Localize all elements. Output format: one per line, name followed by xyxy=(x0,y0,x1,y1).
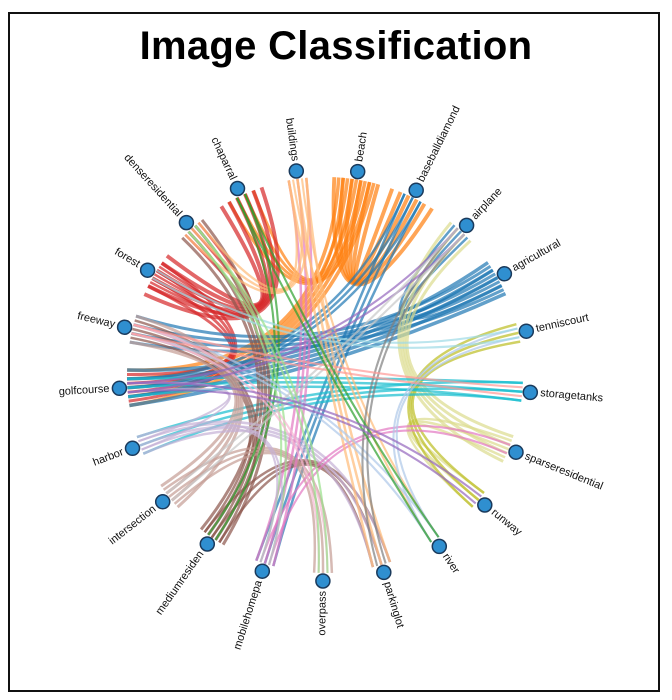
node-intersection[interactable] xyxy=(154,494,171,510)
node-label-buildings: buildings xyxy=(283,117,301,162)
node-label-mobilehomepa: mobilehomepa xyxy=(232,578,266,651)
ribbon-parkinglot-airplane xyxy=(361,227,459,567)
ribbon-harbor-parkinglot xyxy=(142,429,375,568)
node-label-sparseresidential: sparseresidential xyxy=(523,450,605,492)
ribbon-harbor-mobilehomepa xyxy=(138,423,283,566)
node-airplane[interactable] xyxy=(458,217,475,234)
ribbon-runway-tenniscourt xyxy=(409,331,519,501)
node-label-runway: runway xyxy=(489,507,524,539)
node-label-airplane: airplane xyxy=(469,186,505,223)
node-chaparral[interactable] xyxy=(229,180,246,197)
ribbon-mediumresiden-freeway xyxy=(130,336,252,533)
ribbon-tenniscourt-forest xyxy=(156,269,518,344)
node-label-chaparral: chaparral xyxy=(208,135,238,182)
ribbon-river-freeway xyxy=(133,323,440,538)
node-denseresidential[interactable] xyxy=(178,214,195,231)
ribbon-intersection-freeway xyxy=(135,314,244,509)
node-label-baseballdiamond: baseballdiamond xyxy=(415,104,463,184)
ribbon-denseresidential-overpass xyxy=(187,230,320,573)
node-label-intersection: intersection xyxy=(107,503,159,547)
node-label-parkinglot: parkinglot xyxy=(381,580,406,629)
node-freeway[interactable] xyxy=(116,319,133,335)
ribbon-intersection-overpass xyxy=(173,451,317,573)
node-river[interactable] xyxy=(431,538,448,555)
ribbon-golfcourse-runway xyxy=(127,389,477,505)
ribbon-chaparral-river xyxy=(243,193,440,538)
ribbon-freeway-storagetanks xyxy=(131,332,523,398)
ribbon-river-tenniscourt xyxy=(392,327,518,543)
ribbon-sparseresidential-airplane xyxy=(405,239,514,439)
node-overpass[interactable] xyxy=(315,573,331,589)
node-label-tenniscourt: tenniscourt xyxy=(535,312,590,335)
ribbon-harbor-mobilehomepa xyxy=(141,427,279,563)
node-label-freeway: freeway xyxy=(76,310,117,331)
ribbon-beach-baseballdiamond xyxy=(352,183,395,283)
ribbon-golfcourse-airplane xyxy=(127,233,466,394)
node-label-forest: forest xyxy=(112,246,142,270)
node-harbor[interactable] xyxy=(124,440,141,457)
node-agricultural[interactable] xyxy=(496,266,513,282)
ribbon-river-freeway xyxy=(131,332,433,543)
node-mediumresiden[interactable] xyxy=(199,536,216,552)
node-baseballdiamond[interactable] xyxy=(408,182,424,199)
node-golfcourse[interactable] xyxy=(111,380,128,397)
chart-title: Image Classification xyxy=(139,24,533,68)
ribbon-river-tenniscourt xyxy=(395,336,520,538)
node-mobilehomepa[interactable] xyxy=(254,563,271,579)
node-sparseresidential[interactable] xyxy=(508,444,524,460)
node-label-river: river xyxy=(440,551,462,576)
node-label-mediumresiden: mediumresiden xyxy=(154,549,207,618)
node-label-storagetanks: storagetanks xyxy=(540,387,604,404)
node-forest[interactable] xyxy=(139,262,156,278)
ribbon-airplane-intersection xyxy=(171,233,466,502)
ribbon-forest-chaparral xyxy=(165,205,265,308)
ribbon-overpass-freeway xyxy=(133,323,329,574)
ribbon-storagetanks-golfcourse xyxy=(128,385,522,402)
node-label-beach: beach xyxy=(353,131,370,163)
node-runway[interactable] xyxy=(477,497,493,513)
ribbon-golfcourse-runway xyxy=(127,381,482,498)
node-layer xyxy=(111,163,539,589)
node-label-denseresidential: denseresidential xyxy=(121,152,184,219)
ribbon-chaparral-river xyxy=(235,197,433,543)
node-storagetanks[interactable] xyxy=(522,384,539,401)
ribbon-buildings-parkinglot xyxy=(287,180,375,568)
ribbon-runway-tenniscourt xyxy=(411,340,521,495)
ribbon-parkinglot-airplane xyxy=(366,233,466,564)
ribbon-layer xyxy=(126,177,523,574)
node-tenniscourt[interactable] xyxy=(518,323,535,339)
ribbon-tenniscourt-forest xyxy=(151,277,520,349)
ribbon-chaparral-mediumresiden xyxy=(214,193,280,541)
node-buildings[interactable] xyxy=(288,163,305,179)
node-beach[interactable] xyxy=(349,163,366,180)
ribbon-baseballdiamond-golfcourse xyxy=(127,196,414,390)
ribbon-golfcourse-airplane xyxy=(127,227,459,385)
node-label-harbor: harbor xyxy=(91,446,125,469)
ribbon-agricultural-golfcourse xyxy=(129,292,507,408)
node-label-agricultural: agricultural xyxy=(510,237,563,274)
node-parkinglot[interactable] xyxy=(376,564,392,581)
ribbon-chaparral-mediumresiden xyxy=(207,197,276,536)
node-label-golfcourse: golfcourse xyxy=(58,383,109,398)
ribbon-denseresidential-overpass xyxy=(194,224,329,574)
node-label-overpass: overpass xyxy=(316,590,328,635)
